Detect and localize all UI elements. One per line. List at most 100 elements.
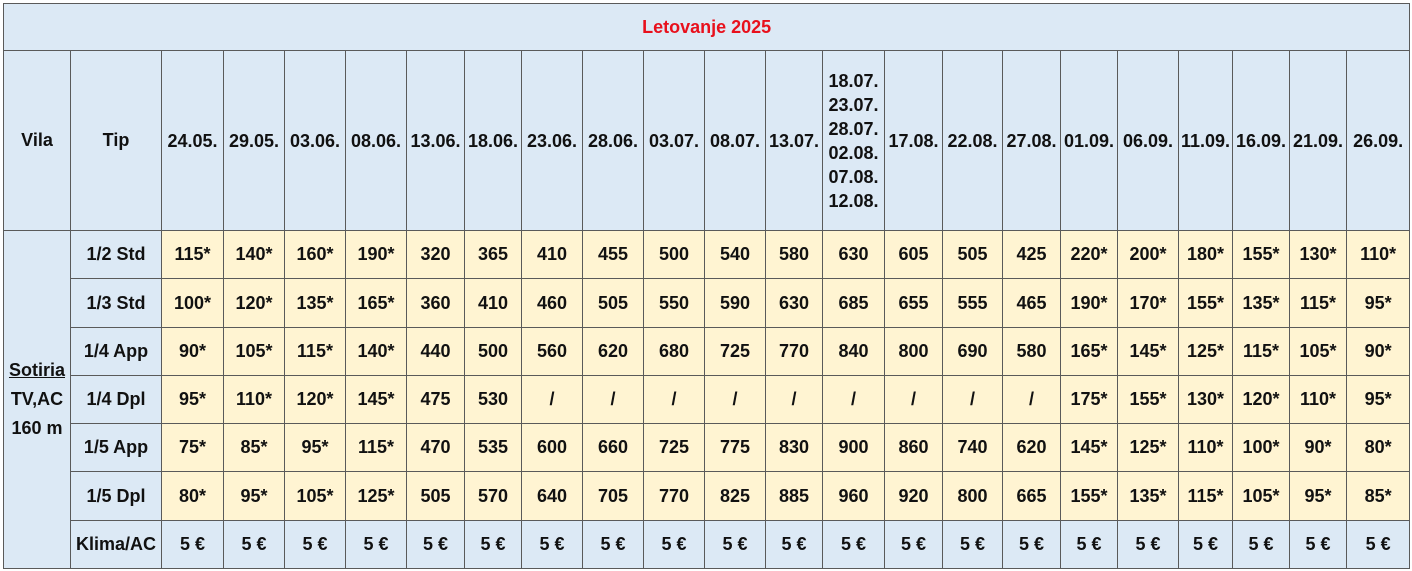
klima-price: 5 € <box>765 519 823 570</box>
klima-price: 5 € <box>1289 519 1347 570</box>
price-cell: 100* <box>1232 423 1290 473</box>
price-cell: 530 <box>464 374 522 425</box>
date-header-text: 18.07. <box>828 70 879 91</box>
date-header-text: 27.08. <box>1006 130 1057 151</box>
price-cell: 220* <box>1060 230 1118 280</box>
date-header: 08.07. <box>704 50 766 232</box>
date-header: 16.09. <box>1232 50 1290 232</box>
price-cell: 115* <box>1289 278 1347 328</box>
price-cell: 105* <box>1232 471 1290 521</box>
price-cell: 95* <box>1345 374 1411 425</box>
date-header-text: 08.07. <box>709 130 761 151</box>
price-cell: 320 <box>406 230 465 280</box>
price-cell: 105* <box>1289 326 1347 376</box>
date-header-text: 01.09. <box>1063 130 1115 151</box>
villa-cell: Sotiria TV,AC 160 m <box>3 230 71 569</box>
price-cell: 505 <box>406 471 465 521</box>
date-header: 03.06. <box>284 50 346 232</box>
date-header-text: 28.06. <box>587 130 639 151</box>
room-type: 1/4 App <box>70 326 162 376</box>
price-cell: 115* <box>345 423 407 473</box>
price-cell: 830 <box>765 423 823 473</box>
price-cell: 165* <box>1060 326 1118 376</box>
price-cell: / <box>942 374 1003 425</box>
price-cell: 175* <box>1060 374 1118 425</box>
villa-name: Sotiria <box>8 360 65 381</box>
date-header-text: 24.05. <box>167 130 218 151</box>
price-cell: 475 <box>406 374 465 425</box>
price-cell: / <box>521 374 583 425</box>
price-cell: 140* <box>223 230 285 280</box>
klima-price: 5 € <box>345 519 407 570</box>
date-header: 21.09. <box>1289 50 1347 232</box>
price-cell: 860 <box>884 423 943 473</box>
price-cell: 455 <box>582 230 644 280</box>
price-cell: 660 <box>582 423 644 473</box>
price-cell: 440 <box>406 326 465 376</box>
klima-price: 5 € <box>1002 519 1061 570</box>
date-header: 01.09. <box>1060 50 1118 232</box>
price-cell: 410 <box>464 278 522 328</box>
price-cell: 590 <box>704 278 766 328</box>
room-type: 1/5 Dpl <box>70 471 162 521</box>
klima-price: 5 € <box>284 519 346 570</box>
price-cell: 680 <box>643 326 705 376</box>
date-header: 26.09. <box>1345 50 1411 232</box>
date-header-text: 26.09. <box>1353 130 1404 151</box>
date-header: 23.06. <box>521 50 583 232</box>
price-cell: 115* <box>1232 326 1290 376</box>
price-cell: / <box>704 374 766 425</box>
price-cell: 170* <box>1117 278 1179 328</box>
klima-price: 5 € <box>1178 519 1233 570</box>
price-cell: 90* <box>161 326 224 376</box>
date-header-text: 29.05. <box>228 130 280 151</box>
price-cell: 365 <box>464 230 522 280</box>
price-cell: 960 <box>822 471 885 521</box>
price-cell: 120* <box>223 278 285 328</box>
price-cell: 605 <box>884 230 943 280</box>
price-cell: 95* <box>1289 471 1347 521</box>
price-cell: / <box>1002 374 1061 425</box>
date-header-text: 03.07. <box>648 130 700 151</box>
price-cell: 770 <box>643 471 705 521</box>
date-header: 27.08. <box>1002 50 1061 232</box>
table-row: 1/3 Std 100* 120* 135* 165* 360 410 460 505 550 59… <box>4 278 1411 328</box>
price-cell: 110* <box>1178 423 1233 473</box>
price-cell: 110* <box>223 374 285 425</box>
price-cell: 125* <box>345 471 407 521</box>
price-cell: 640 <box>521 471 583 521</box>
price-cell: 410 <box>521 230 583 280</box>
price-cell: 580 <box>1002 326 1061 376</box>
date-header-text: 16.09. <box>1235 130 1287 151</box>
date-header: 29.05. <box>223 50 285 232</box>
price-cell: 120* <box>284 374 346 425</box>
price-cell: 190* <box>345 230 407 280</box>
price-cell: 600 <box>521 423 583 473</box>
price-cell: 505 <box>582 278 644 328</box>
price-cell: 160* <box>284 230 346 280</box>
price-cell: 125* <box>1117 423 1179 473</box>
price-cell: 105* <box>284 471 346 521</box>
price-cell: 95* <box>1345 278 1411 328</box>
date-header: 13.07. <box>765 50 823 232</box>
klima-price: 5 € <box>822 519 885 570</box>
price-cell: 130* <box>1178 374 1233 425</box>
price-cell: 165* <box>345 278 407 328</box>
price-cell: 115* <box>284 326 346 376</box>
klima-price: 5 € <box>582 519 644 570</box>
date-header-text: 07.08. <box>828 166 879 187</box>
price-cell: 770 <box>765 326 823 376</box>
price-cell: 885 <box>765 471 823 521</box>
date-header-text: 12.08. <box>828 190 879 211</box>
price-cell: 500 <box>643 230 705 280</box>
table-row: 1/4 App 90* 105* 115* 140* 440 500 560 620 680 725… <box>4 326 1411 376</box>
table-row: 1/5 Dpl 80* 95* 105* 125* 505 570 640 705 770 825 8… <box>4 471 1411 521</box>
price-cell: 900 <box>822 423 885 473</box>
klima-price: 5 € <box>406 519 465 570</box>
price-cell: 555 <box>942 278 1003 328</box>
klima-price: 5 € <box>942 519 1003 570</box>
date-header-text: 13.06. <box>410 130 461 151</box>
price-cell: 665 <box>1002 471 1061 521</box>
price-cell: 90* <box>1289 423 1347 473</box>
date-header: 17.08. <box>884 50 943 232</box>
